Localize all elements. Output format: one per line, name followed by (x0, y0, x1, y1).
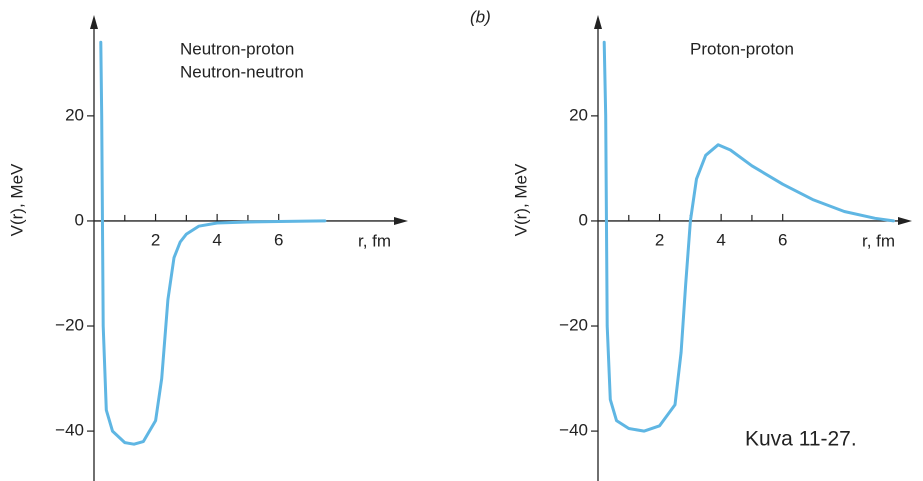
x-tick-label: 4 (212, 230, 221, 249)
x-tick-label: 6 (274, 230, 283, 249)
y-tick-label: 0 (579, 210, 588, 229)
x-tick-label: 2 (655, 230, 664, 249)
x-tick-label: 2 (151, 230, 160, 249)
y-axis-label: V(r), MeV (511, 163, 530, 236)
x-axis-label: r, fm (862, 231, 895, 250)
y-tick-label: −20 (55, 316, 84, 335)
y-axis-label: V(r), MeV (7, 163, 26, 236)
panel-title: Neutron-proton (180, 39, 294, 58)
x-axis-arrow (394, 216, 408, 225)
curve (99, 40, 327, 446)
curve (602, 40, 895, 433)
y-axis-arrow (90, 15, 98, 29)
x-tick-label: 6 (778, 230, 787, 249)
panel-title: Proton-proton (690, 39, 794, 58)
y-tick-label: 20 (65, 105, 84, 124)
y-tick-label: −40 (55, 421, 84, 440)
panel-title: Neutron-neutron (180, 62, 304, 81)
y-tick-label: 0 (75, 210, 84, 229)
caption: Kuva 11-27. (745, 428, 857, 451)
x-axis-arrow (898, 216, 912, 225)
x-tick-label: 4 (716, 230, 725, 249)
y-tick-label: −20 (559, 316, 588, 335)
panel-label: (b) (470, 7, 491, 26)
y-tick-label: −40 (559, 421, 588, 440)
y-axis-arrow (594, 15, 602, 29)
x-axis-label: r, fm (358, 231, 391, 250)
y-tick-label: 20 (569, 105, 588, 124)
